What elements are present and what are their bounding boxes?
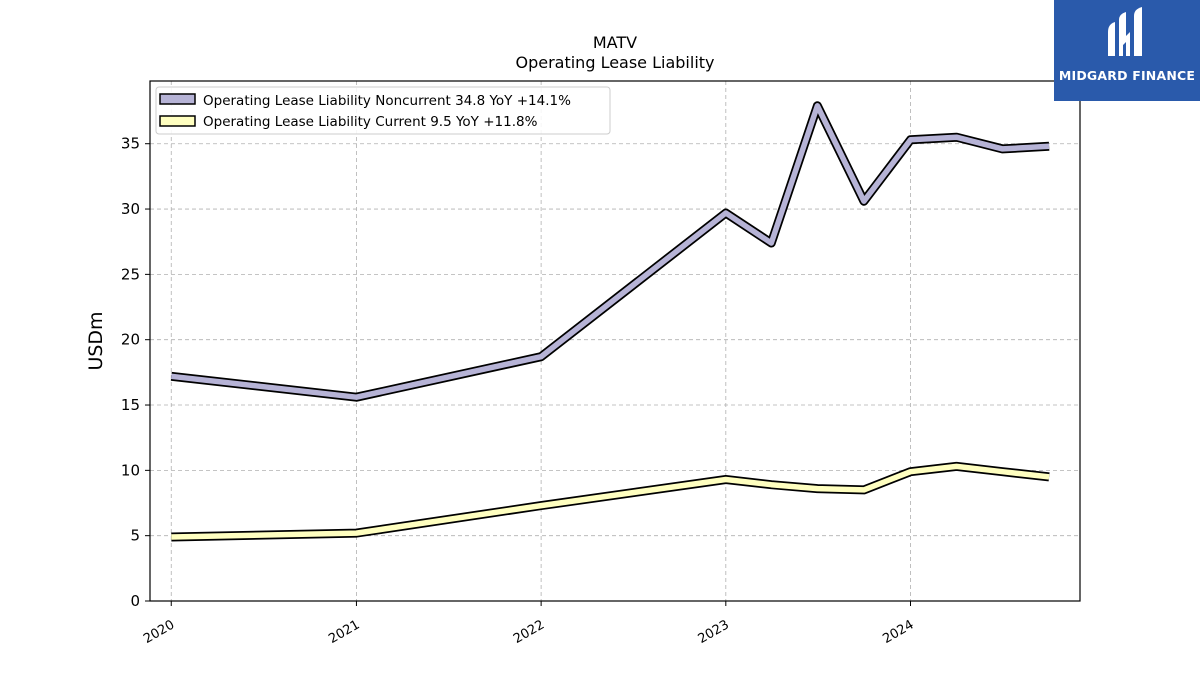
brand-logo: MIDGARD FINANCE — [1054, 0, 1200, 101]
x-axis: 2020 2021 2022 2023 2024 — [141, 601, 916, 647]
series-layer — [170, 101, 1050, 542]
y-tick-label: 30 — [121, 200, 140, 218]
series-line-outline — [171, 461, 1050, 542]
x-tick-label: 2020 — [141, 617, 177, 647]
y-tick-label: 25 — [121, 265, 140, 283]
legend-frame — [155, 86, 611, 135]
y-axis-label: USDm — [85, 311, 107, 370]
grid — [150, 81, 1080, 601]
series-0 — [170, 101, 1050, 402]
legend: Operating Lease Liability Noncurrent 34.… — [155, 86, 611, 135]
x-tick-label: 2022 — [511, 617, 547, 647]
legend-swatch-noncurrent — [159, 93, 196, 105]
x-tick-label: 2023 — [696, 617, 732, 647]
chart-title: MATV — [593, 33, 637, 52]
y-tick-label: 20 — [121, 331, 140, 349]
brand-name: MIDGARD FINANCE — [1058, 68, 1196, 83]
y-tick-label: 0 — [130, 592, 140, 610]
y-tick-label: 10 — [121, 461, 140, 479]
midgard-logo-icon — [1108, 7, 1142, 56]
y-axis: 0 5 10 15 20 25 30 35 — [121, 135, 150, 610]
series-line-outline — [170, 101, 1050, 402]
legend-label-noncurrent: Operating Lease Liability Noncurrent 34.… — [203, 93, 571, 109]
series-1 — [171, 461, 1050, 542]
x-tick-label: 2021 — [326, 617, 362, 647]
y-tick-label: 15 — [121, 396, 140, 414]
legend-swatch-current — [159, 115, 196, 127]
series-line — [171, 463, 1050, 540]
y-tick-label: 5 — [130, 527, 140, 545]
chart-subtitle: Operating Lease Liability — [515, 53, 714, 72]
series-line — [170, 103, 1050, 400]
x-tick-label: 2024 — [880, 617, 916, 647]
plot-frame — [149, 80, 1081, 602]
y-tick-label: 35 — [121, 135, 140, 153]
legend-label-current: Operating Lease Liability Current 9.5 Yo… — [203, 114, 538, 130]
